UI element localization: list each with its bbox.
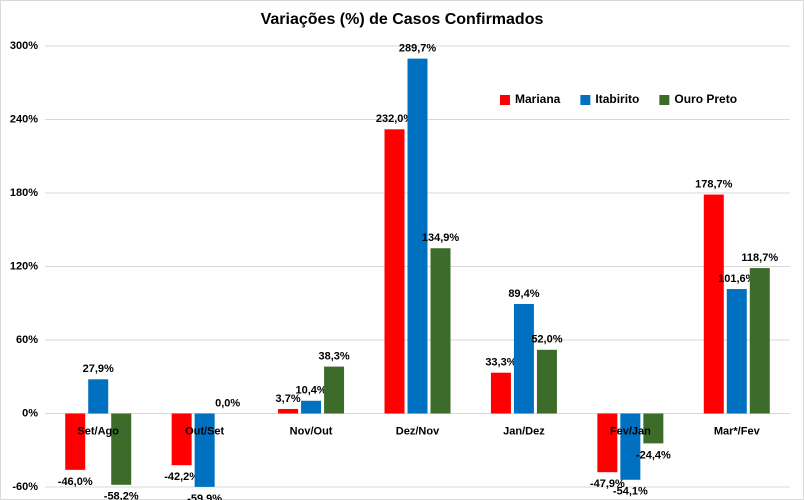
value-label: 289,7% [399, 43, 437, 55]
value-label: 33,3% [485, 357, 516, 369]
bar [643, 413, 664, 444]
bar [324, 366, 345, 414]
bar [194, 413, 215, 487]
x-tick-label: Set/Ago [77, 425, 119, 437]
value-label: -54,1% [613, 486, 648, 498]
x-tick-label: Out/Set [185, 425, 224, 437]
bar [430, 248, 451, 414]
bar [111, 413, 132, 485]
x-tick-label: Mar*/Fev [714, 425, 761, 437]
bar [597, 413, 618, 473]
value-label: 178,7% [695, 178, 733, 190]
x-tick-label: Fev/Jan [610, 425, 651, 437]
bar [301, 400, 322, 414]
value-label: -59,9% [187, 493, 222, 500]
y-tick-label: -60% [12, 481, 38, 493]
value-label: 134,9% [422, 232, 460, 244]
legend-label: Ouro Preto [674, 92, 737, 106]
value-label: -47,9% [590, 478, 625, 490]
bar [65, 413, 86, 470]
x-tick-label: Nov/Out [290, 425, 333, 437]
y-tick-label: 60% [16, 334, 38, 346]
legend-swatch [659, 95, 670, 105]
legend-swatch [580, 95, 591, 105]
bar [703, 194, 724, 414]
value-label: 89,4% [508, 288, 539, 300]
bar [536, 349, 557, 414]
y-tick-label: 0% [22, 407, 38, 419]
value-label: 101,6% [718, 273, 756, 285]
value-label: -46,0% [58, 476, 93, 488]
value-label: 10,4% [295, 385, 326, 397]
y-tick-label: 300% [10, 40, 38, 52]
value-label: 38,3% [318, 350, 349, 362]
chart-title: Variações (%) de Casos Confirmados [261, 11, 544, 28]
y-tick-label: 180% [10, 187, 38, 199]
value-label: 52,0% [531, 334, 562, 346]
bar [726, 289, 747, 414]
legend-swatch [500, 95, 510, 105]
bar [620, 413, 641, 480]
value-label: -58,2% [104, 491, 139, 500]
bar [88, 379, 109, 414]
bar [407, 58, 428, 414]
value-label: 27,9% [83, 363, 114, 375]
x-tick-label: Dez/Nov [396, 425, 440, 437]
value-label: 0,0% [215, 397, 240, 409]
value-label: -24,4% [636, 449, 671, 461]
y-tick-label: 240% [10, 113, 38, 125]
value-label: -42,2% [164, 471, 199, 483]
bar [278, 408, 299, 414]
bar [171, 413, 192, 466]
legend-label: Mariana [515, 92, 561, 106]
bar [490, 372, 511, 414]
bar [749, 268, 770, 414]
legend-label: Itabirito [595, 92, 639, 106]
bar [513, 303, 534, 414]
x-tick-label: Jan/Dez [503, 425, 545, 437]
value-label: 3,7% [276, 393, 301, 405]
bar [384, 129, 405, 414]
value-label: 232,0% [376, 113, 414, 125]
y-tick-label: 120% [10, 260, 38, 272]
value-label: 118,7% [741, 252, 778, 264]
